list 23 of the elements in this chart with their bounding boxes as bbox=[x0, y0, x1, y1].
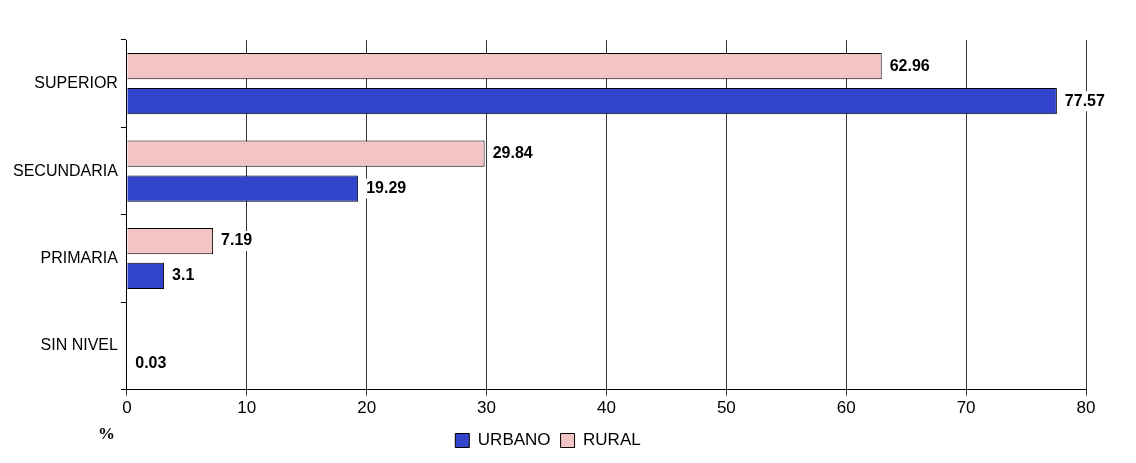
x-tick-label: 30 bbox=[477, 398, 497, 418]
x-tick-label: 60 bbox=[836, 398, 856, 418]
data-label: 29.84 bbox=[492, 144, 533, 162]
x-tick-label: 10 bbox=[237, 398, 257, 418]
legend-label: RURAL bbox=[583, 430, 641, 450]
x-axis-title: % bbox=[97, 423, 115, 443]
x-tick-label: 0 bbox=[122, 398, 132, 418]
data-label: 19.29 bbox=[366, 178, 407, 196]
data-label: 3.1 bbox=[172, 266, 195, 284]
x-tick-label: 50 bbox=[716, 398, 736, 418]
x-tick-label: 20 bbox=[357, 398, 377, 418]
y-tick-label: SUPERIOR bbox=[34, 74, 118, 92]
data-label: 77.57 bbox=[1064, 91, 1106, 109]
data-label: 62.96 bbox=[889, 56, 930, 74]
y-tick-label: SIN NIVEL bbox=[40, 336, 119, 354]
y-tick-label: SECUNDARIA bbox=[13, 161, 119, 179]
x-tick-label: 80 bbox=[1076, 398, 1096, 418]
legend-label: URBANO bbox=[477, 430, 551, 450]
y-tick-label: PRIMARIA bbox=[40, 248, 119, 266]
data-label: 0.03 bbox=[135, 353, 167, 371]
x-tick-label: 70 bbox=[956, 398, 976, 418]
x-tick-label: 40 bbox=[596, 398, 616, 418]
data-label: 7.19 bbox=[221, 231, 253, 249]
